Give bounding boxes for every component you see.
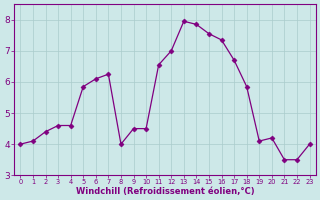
X-axis label: Windchill (Refroidissement éolien,°C): Windchill (Refroidissement éolien,°C) <box>76 187 254 196</box>
